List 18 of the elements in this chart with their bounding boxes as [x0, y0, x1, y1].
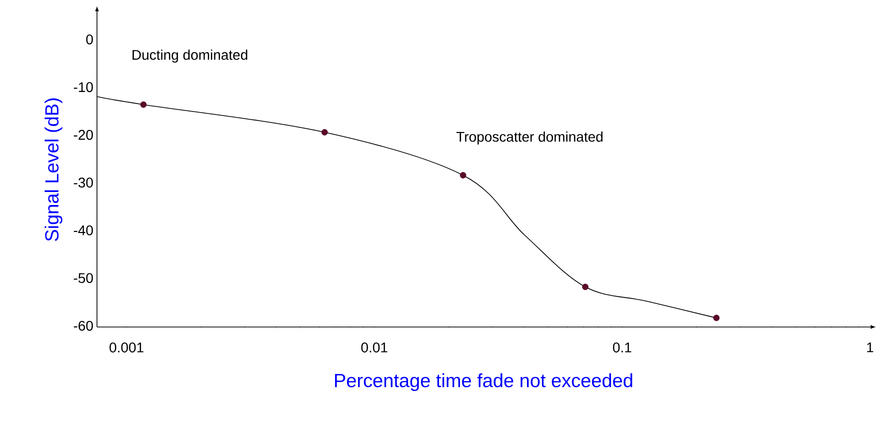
- point: [582, 284, 588, 290]
- point: [321, 129, 328, 136]
- x-tick-label: 0.1: [612, 342, 632, 352]
- x-tick-label: 1: [867, 342, 874, 352]
- y-axis-title: Signal Level (dB): [44, 98, 62, 241]
- y-tick-label: -10: [74, 82, 93, 92]
- y-tick-label: -50: [74, 273, 93, 284]
- annotation: Ducting dominated: [132, 50, 248, 63]
- y-tick-label: -20: [74, 130, 93, 140]
- x-tick-label: 0.001: [110, 342, 144, 352]
- y-tick-label: -30: [74, 178, 93, 188]
- annotation: Troposcatter dominated: [456, 131, 603, 145]
- point: [713, 314, 720, 322]
- x-tick-label: 0.01: [361, 342, 388, 352]
- x-axis-title: Percentage time fade not exceeded: [335, 373, 632, 392]
- y-tick-label: 0: [86, 34, 93, 44]
- y-tick-label: -60: [74, 320, 93, 331]
- y-tick-label: -40: [74, 225, 93, 236]
